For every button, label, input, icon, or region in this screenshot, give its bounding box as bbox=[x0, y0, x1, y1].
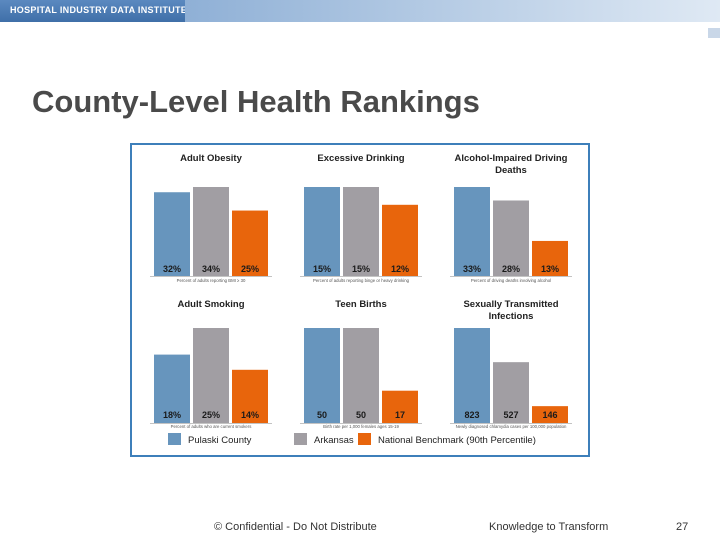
value-label-alcohol-impaired-driving-deaths-pulaski-county: 33% bbox=[463, 264, 481, 274]
legend-label-national-benchmark-90th-percentile: National Benchmark (90th Percentile) bbox=[378, 435, 536, 446]
legend-label-arkansas: Arkansas bbox=[314, 435, 354, 446]
value-label-adult-smoking-national-benchmark-90th-percentile: 14% bbox=[241, 410, 259, 420]
chart-frame: Adult Obesity 32% 34% 25% Percent of adults … bbox=[130, 143, 590, 457]
panel-note-sexually-transmitted-infections: Newly diagnosed chlamydia cases per 100,… bbox=[456, 424, 567, 429]
bar-sexually-transmitted-infections-national-benchmark-90th-percentile bbox=[532, 406, 568, 423]
value-label-sexually-transmitted-infections-arkansas: 527 bbox=[503, 410, 518, 420]
value-label-teen-births-national-benchmark-90th-percentile: 17 bbox=[395, 410, 405, 420]
bar-adult-smoking-national-benchmark-90th-percentile bbox=[232, 369, 268, 423]
bar-adult-obesity-pulaski-county bbox=[154, 192, 190, 276]
bar-sexually-transmitted-infections-arkansas bbox=[493, 362, 529, 423]
health-rankings-chart: Adult Obesity 32% 34% 25% Percent of adults … bbox=[150, 153, 572, 446]
value-label-adult-obesity-national-benchmark-90th-percentile: 25% bbox=[241, 264, 259, 274]
legend-label-pulaski-county: Pulaski County bbox=[188, 435, 252, 446]
bar-teen-births-arkansas bbox=[343, 328, 379, 423]
bar-adult-obesity-national-benchmark-90th-percentile bbox=[232, 210, 268, 276]
header-brand: HOSPITAL INDUSTRY DATA INSTITUTE bbox=[10, 5, 188, 15]
panel-title-teen-births: Teen Births bbox=[335, 299, 387, 310]
value-label-adult-smoking-arkansas: 25% bbox=[202, 410, 220, 420]
panel-title-adult-smoking: Adult Smoking bbox=[177, 299, 244, 310]
panel-note-adult-obesity: Percent of adults reporting BMI ≥ 30 bbox=[177, 278, 246, 283]
bar-alcohol-impaired-driving-deaths-national-benchmark-90th-percentile bbox=[532, 240, 568, 276]
value-label-adult-obesity-pulaski-county: 32% bbox=[163, 264, 181, 274]
value-label-alcohol-impaired-driving-deaths-arkansas: 28% bbox=[502, 264, 520, 274]
footer-confidential: © Confidential - Do Not Distribute bbox=[214, 521, 377, 533]
legend-swatch-national-benchmark-90th-percentile bbox=[358, 433, 371, 445]
header-gradient bbox=[185, 0, 720, 22]
value-label-excessive-drinking-national-benchmark-90th-percentile: 12% bbox=[391, 264, 409, 274]
footer-tagline: Knowledge to Transform bbox=[489, 521, 609, 533]
panel-title-adult-obesity: Adult Obesity bbox=[180, 153, 242, 164]
bar-adult-smoking-arkansas bbox=[193, 328, 229, 423]
footer-page-number: 27 bbox=[676, 521, 689, 533]
bar-alcohol-impaired-driving-deaths-arkansas bbox=[493, 200, 529, 276]
legend-swatch-pulaski-county bbox=[168, 433, 181, 445]
side-accent bbox=[708, 28, 720, 38]
panel-note-teen-births: Birth rate per 1,000 females ages 15-19 bbox=[323, 424, 399, 429]
page-title: County-Level Health Rankings bbox=[32, 84, 480, 119]
panel-title-sexually-transmitted-infections: Sexually Transmitted Infections bbox=[463, 299, 558, 322]
panel-note-alcohol-impaired-driving-deaths: Percent of driving deaths involving alco… bbox=[471, 278, 551, 283]
panel-note-excessive-drinking: Percent of adults reporting binge or hea… bbox=[313, 278, 410, 283]
value-label-teen-births-pulaski-county: 50 bbox=[317, 410, 327, 420]
value-label-excessive-drinking-arkansas: 15% bbox=[352, 264, 370, 274]
bar-adult-obesity-arkansas bbox=[193, 187, 229, 276]
bar-excessive-drinking-pulaski-county bbox=[304, 187, 340, 276]
bar-excessive-drinking-national-benchmark-90th-percentile bbox=[382, 204, 418, 276]
value-label-teen-births-arkansas: 50 bbox=[356, 410, 366, 420]
bar-teen-births-national-benchmark-90th-percentile bbox=[382, 390, 418, 423]
bar-alcohol-impaired-driving-deaths-pulaski-county bbox=[454, 187, 490, 276]
value-label-adult-obesity-arkansas: 34% bbox=[202, 264, 220, 274]
panel-note-adult-smoking: Percent of adults who are current smoker… bbox=[171, 424, 252, 429]
value-label-excessive-drinking-pulaski-county: 15% bbox=[313, 264, 331, 274]
bar-teen-births-pulaski-county bbox=[304, 328, 340, 423]
value-label-adult-smoking-pulaski-county: 18% bbox=[163, 410, 181, 420]
value-label-alcohol-impaired-driving-deaths-national-benchmark-90th-percentile: 13% bbox=[541, 264, 559, 274]
bar-adult-smoking-pulaski-county bbox=[154, 354, 190, 423]
value-label-sexually-transmitted-infections-national-benchmark-90th-percentile: 146 bbox=[542, 410, 557, 420]
panel-title-alcohol-impaired-driving-deaths: Alcohol-Impaired Driving Deaths bbox=[455, 153, 568, 176]
legend-swatch-arkansas bbox=[294, 433, 307, 445]
bar-sexually-transmitted-infections-pulaski-county bbox=[454, 328, 490, 423]
value-label-sexually-transmitted-infections-pulaski-county: 823 bbox=[464, 410, 479, 420]
panel-title-excessive-drinking: Excessive Drinking bbox=[317, 153, 404, 164]
header-bar: HOSPITAL INDUSTRY DATA INSTITUTE bbox=[0, 0, 720, 22]
bar-excessive-drinking-arkansas bbox=[343, 187, 379, 276]
